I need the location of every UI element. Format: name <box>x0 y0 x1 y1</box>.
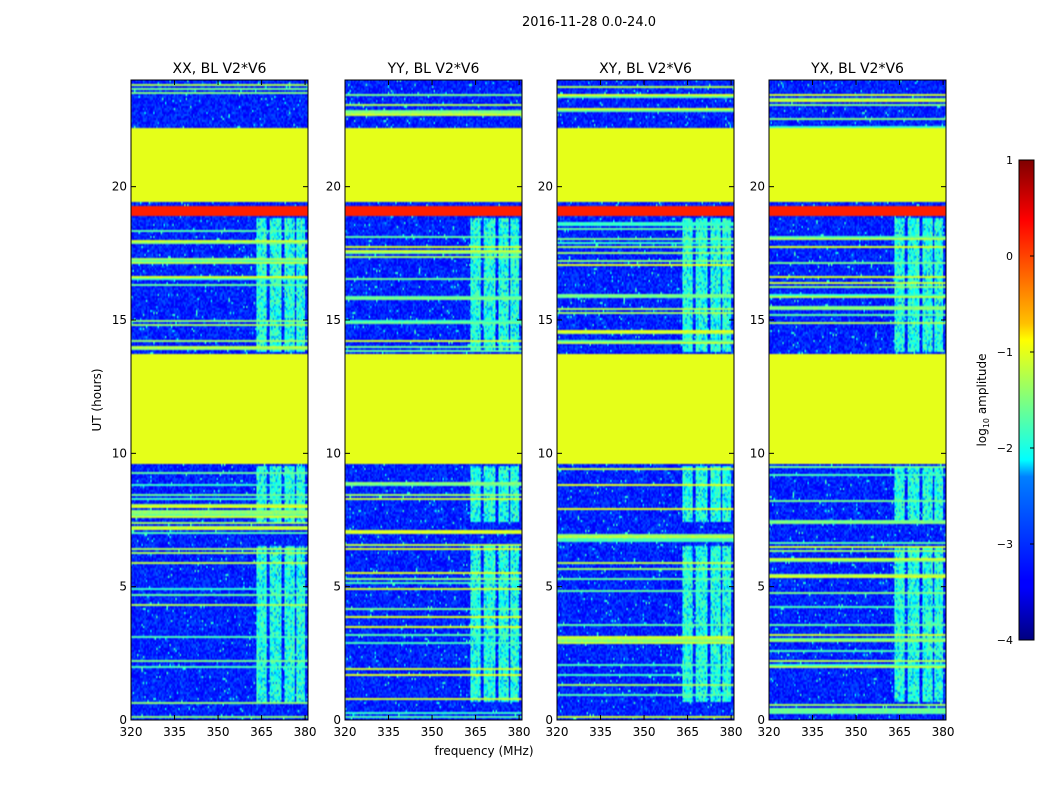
x-tick-label: 350 <box>421 725 444 739</box>
colorbar-tick-label: 1 <box>1006 154 1013 167</box>
y-tick-label: 20 <box>326 180 341 194</box>
x-tick-label: 380 <box>294 725 317 739</box>
x-tick-label: 320 <box>546 725 569 739</box>
panel-frame <box>344 79 523 721</box>
colorbar-tick-label: −3 <box>997 538 1013 551</box>
x-tick-label: 320 <box>334 725 357 739</box>
y-tick-label: 20 <box>750 180 765 194</box>
y-tick-label: 15 <box>538 313 553 327</box>
colorbar-tick-label: −2 <box>997 442 1013 455</box>
x-tick-label: 335 <box>589 725 612 739</box>
x-tick-label: 320 <box>758 725 781 739</box>
panel: YY, BL V2*V6 320 335 350 365 380 0 5 10 15 20 <box>326 61 531 739</box>
x-tick-label: 365 <box>464 725 487 739</box>
colorbar-tick-label: −4 <box>997 634 1013 647</box>
y-tick-label: 5 <box>545 580 553 594</box>
y-tick-label: 10 <box>750 446 765 460</box>
y-tick-label: 0 <box>545 713 553 727</box>
x-tick-label: 350 <box>845 725 868 739</box>
x-tick-label: 335 <box>163 725 186 739</box>
panel-heatmap <box>131 80 308 720</box>
y-tick-label: 20 <box>112 180 127 194</box>
x-tick-label: 335 <box>801 725 824 739</box>
panel-title: YX, BL V2*V6 <box>810 61 904 77</box>
x-tick-label: 365 <box>676 725 699 739</box>
x-tick-label: 380 <box>720 725 743 739</box>
y-tick-label: 15 <box>750 313 765 327</box>
y-tick-label: 0 <box>119 713 127 727</box>
x-tick-label: 335 <box>377 725 400 739</box>
x-tick-label: 320 <box>120 725 143 739</box>
panel-heatmap <box>345 80 522 720</box>
panel-frame <box>130 79 309 721</box>
panel: XY, BL V2*V6 320 335 350 365 380 0 5 10 15 20 <box>538 61 743 739</box>
panel-title: YY, BL V2*V6 <box>387 61 480 77</box>
y-tick-label: 0 <box>757 713 765 727</box>
colorbar: −4 −3 −2 −1 0 1 log10 amplitude <box>975 154 1035 647</box>
panel: XX, BL V2*V6 320 335 350 365 380 0 5 10 15 20 <box>112 61 317 739</box>
panel: YX, BL V2*V6 320 335 350 365 380 0 5 10 15 20 <box>750 61 955 739</box>
x-tick-label: 365 <box>888 725 911 739</box>
y-tick-label: 5 <box>119 580 127 594</box>
colorbar-ticks: −4 −3 −2 −1 0 1 <box>997 154 1034 647</box>
panel-title: XY, BL V2*V6 <box>599 61 692 77</box>
panel-title: XX, BL V2*V6 <box>173 61 267 77</box>
y-tick-label: 20 <box>538 180 553 194</box>
y-tick-label: 10 <box>112 446 127 460</box>
colorbar-label: log10 amplitude <box>975 354 991 447</box>
colorbar-tick-label: −1 <box>997 346 1013 359</box>
x-tick-label: 350 <box>633 725 656 739</box>
x-tick-label: 380 <box>932 725 955 739</box>
y-tick-label: 5 <box>757 580 765 594</box>
y-tick-label: 5 <box>333 580 341 594</box>
y-tick-label: 0 <box>333 713 341 727</box>
y-axis-label: UT (hours) <box>90 368 104 431</box>
x-tick-label: 380 <box>508 725 531 739</box>
panel-heatmap <box>769 80 946 720</box>
x-tick-label: 365 <box>250 725 273 739</box>
colorbar-gradient <box>1018 159 1035 641</box>
y-tick-label: 15 <box>326 313 341 327</box>
x-tick-label: 350 <box>207 725 230 739</box>
suptitle: 2016-11-28 0.0-24.0 <box>522 15 656 30</box>
y-tick-label: 15 <box>112 313 127 327</box>
panel-heatmap <box>557 80 734 720</box>
y-tick-label: 10 <box>538 446 553 460</box>
panel-frame <box>768 79 947 721</box>
x-axis-label: frequency (MHz) <box>434 744 533 758</box>
colorbar-tick-label: 0 <box>1006 250 1013 263</box>
panel-frame <box>556 79 735 721</box>
y-tick-label: 10 <box>326 446 341 460</box>
